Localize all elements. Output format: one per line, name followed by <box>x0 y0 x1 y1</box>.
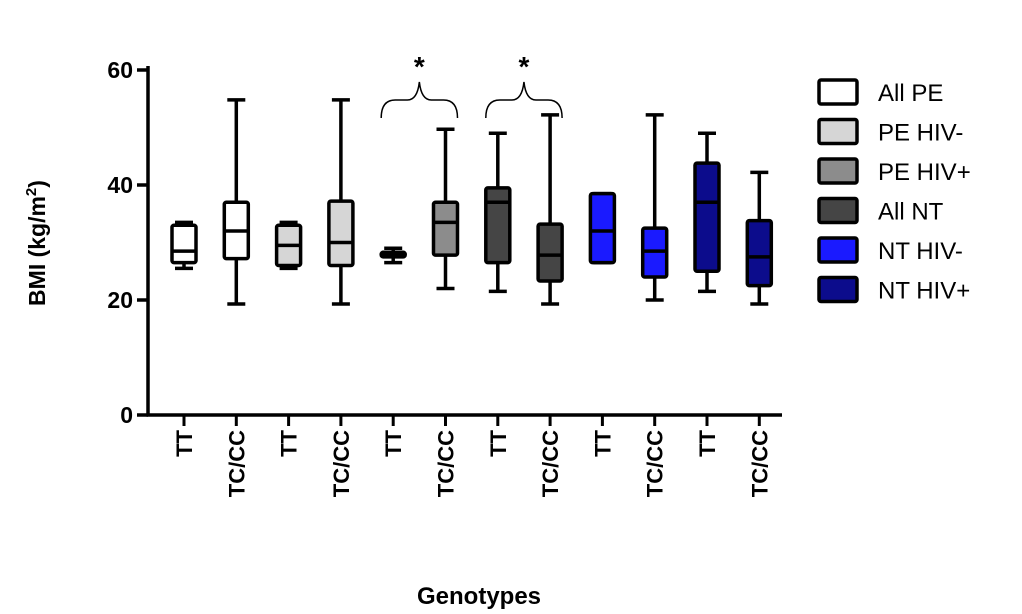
box-10 <box>640 113 669 302</box>
box-iqr <box>327 199 355 268</box>
x-tick-label: TC/CC <box>643 430 668 497</box>
x-tick-label: TT <box>277 429 302 456</box>
legend-label: All PE <box>878 80 943 107</box>
box-11 <box>693 131 721 294</box>
y-tick-label: 20 <box>107 287 133 313</box>
box-4 <box>327 98 355 306</box>
y-axis: 0 20 40 60 <box>107 57 150 428</box>
legend-label: All NT <box>878 199 944 226</box>
x-tick-label: TC/CC <box>224 430 249 497</box>
legend-item: PE HIV- <box>817 117 963 147</box>
box-iqr <box>484 186 512 265</box>
legend: All PE PE HIV- PE HIV+ All NT NT HIV- NT HIV+ <box>817 78 971 305</box>
box-8 <box>536 113 564 306</box>
box-iqr <box>588 191 617 265</box>
legend-item: PE HIV+ <box>817 157 971 186</box>
box-3 <box>274 220 303 271</box>
x-tick-label: TC/CC <box>538 430 563 497</box>
box-series <box>170 98 774 306</box>
x-axis: TT TC/CC TT TC/CC TT TC/CC TT TC/CC TT TC/CC TT TC/… <box>146 413 782 497</box>
x-tick-label: TT <box>695 429 720 456</box>
x-tick-label: TT <box>590 429 615 456</box>
legend-item: All NT <box>817 196 944 226</box>
significance-brackets: * * <box>380 51 563 119</box>
legend-swatch <box>817 196 859 225</box>
legend-swatch <box>817 275 859 304</box>
x-tick-label: TT <box>381 429 406 456</box>
box-12 <box>745 170 774 306</box>
y-tick-label: 60 <box>107 57 133 83</box>
box-iqr <box>536 222 564 283</box>
legend-label: PE HIV+ <box>878 159 971 186</box>
legend-swatch <box>817 157 859 185</box>
box-iqr <box>745 218 774 288</box>
legend-swatch <box>817 117 859 146</box>
x-tick-label: TT <box>172 429 197 456</box>
y-axis-label: BMI (kg/m2) <box>23 180 50 306</box>
y-tick-label: 40 <box>107 172 133 198</box>
x-tick-label: TC/CC <box>747 430 772 497</box>
legend-label: NT HIV- <box>878 238 963 265</box>
significance-bracket <box>485 81 563 119</box>
x-axis-label: Genotypes <box>417 583 541 610</box>
significance-bracket <box>380 81 459 119</box>
significance-star: * <box>518 51 529 82</box>
box-9 <box>588 191 617 265</box>
box-2 <box>222 98 251 306</box>
legend-item: All PE <box>817 78 943 107</box>
legend-label: PE HIV- <box>878 120 963 147</box>
box-7 <box>484 131 512 294</box>
legend-label: NT HIV+ <box>878 278 970 305</box>
box-iqr <box>431 200 460 257</box>
x-tick-label: TT <box>486 429 511 456</box>
legend-swatch <box>817 78 859 106</box>
box-6 <box>431 127 460 291</box>
box-iqr <box>693 161 721 273</box>
x-tick-label: TC/CC <box>434 430 459 497</box>
legend-item: NT HIV+ <box>817 275 970 305</box>
y-tick-label: 0 <box>120 402 133 428</box>
legend-swatch <box>817 236 859 264</box>
legend-item: NT HIV- <box>817 236 963 265</box>
box-1 <box>170 220 198 271</box>
x-tick-label: TC/CC <box>329 430 354 497</box>
box-5 <box>379 246 407 265</box>
significance-star: * <box>414 51 425 82</box>
box-iqr <box>170 223 198 265</box>
